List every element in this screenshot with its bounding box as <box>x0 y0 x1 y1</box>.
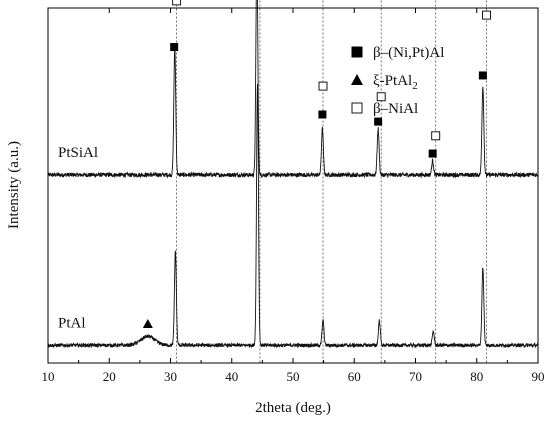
x-tick-label: 40 <box>225 369 238 384</box>
phase-marker-filled-triangle <box>351 74 363 85</box>
x-tick-label: 80 <box>470 369 483 384</box>
phase-marker-filled-triangle <box>142 318 153 328</box>
x-tick-label: 20 <box>103 369 116 384</box>
legend: β–(Ni,Pt)Al ξ-PtAl2 β–NiAl <box>351 45 444 117</box>
sample-label-ptal: PtAl <box>58 316 86 332</box>
phase-marker-open-square <box>431 131 441 141</box>
x-ticks: 10 20 30 40 50 60 70 80 90 <box>42 8 545 384</box>
phase-marker-open-square <box>482 10 491 20</box>
phase-marker-filled-square <box>478 71 487 80</box>
y-axis-title: Intensity (a.u.) <box>6 141 22 229</box>
x-axis-title: 2theta (deg.) <box>255 400 331 416</box>
phase-marker-filled-square <box>170 43 179 52</box>
phase-marker-filled-square <box>318 110 327 119</box>
phase-marker-open-square <box>376 92 386 102</box>
traces <box>47 0 539 349</box>
x-tick-label: 30 <box>164 369 177 384</box>
phase-marker-open-square <box>318 81 328 91</box>
phase-marker-open-square <box>172 0 182 6</box>
legend-label: ξ-PtAl2 <box>373 73 418 92</box>
xrd-trace-ptsial <box>47 0 539 179</box>
phase-marker-filled-square <box>374 117 383 126</box>
x-tick-label: 60 <box>348 369 361 384</box>
sample-labels: PtSiAl PtAl <box>58 145 98 331</box>
phase-marker-open-square <box>351 102 363 114</box>
plot-frame <box>47 7 539 364</box>
legend-label: β–(Ni,Pt)Al <box>373 45 444 61</box>
phase-marker-filled-square <box>428 149 437 158</box>
x-tick-label: 50 <box>287 369 300 384</box>
phase-markers <box>142 0 491 328</box>
x-tick-label: 70 <box>409 369 422 384</box>
legend-label: β–NiAl <box>373 101 418 117</box>
phase-marker-filled-square <box>351 46 363 58</box>
xrd-trace-ptal <box>47 83 539 349</box>
x-tick-label: 10 <box>42 369 55 384</box>
x-tick-label: 90 <box>532 369 545 384</box>
sample-label-ptsial: PtSiAl <box>58 145 98 161</box>
